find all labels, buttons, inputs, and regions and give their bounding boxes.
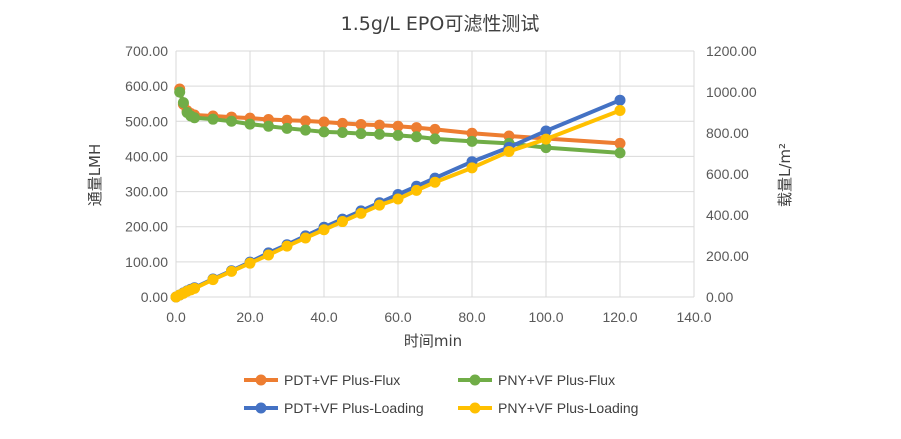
- legend-label: PNY+VF Plus-Loading: [498, 400, 638, 416]
- data-point: [281, 122, 293, 134]
- grid: [175, 50, 695, 298]
- data-point: [207, 274, 219, 286]
- data-point: [244, 118, 256, 130]
- x-tick-label: 40.0: [310, 309, 337, 325]
- data-point: [503, 145, 515, 157]
- data-point: [374, 119, 385, 131]
- data-point: [207, 113, 219, 125]
- y-right-tick-label: 0.00: [706, 289, 733, 305]
- data-point: [614, 147, 626, 159]
- legend: PDT+VF Plus-Flux PNY+VF Plus-Flux PDT+VF P…: [244, 372, 638, 416]
- data-point: [466, 135, 478, 147]
- y-left-tick-label: 400.00: [125, 148, 168, 164]
- data-point: [540, 133, 552, 145]
- legend-item: PDT+VF Plus-Flux: [244, 372, 400, 388]
- data-point: [300, 115, 311, 127]
- data-point: [374, 199, 385, 211]
- y-right-tick-label: 1000.00: [706, 84, 757, 100]
- data-point: [337, 117, 348, 129]
- data-point: [429, 133, 441, 145]
- y-left-tick-label: 200.00: [125, 219, 168, 235]
- x-tick-label: 20.0: [236, 309, 263, 325]
- legend-label: PNY+VF Plus-Flux: [498, 372, 615, 388]
- data-point: [411, 122, 422, 134]
- data-point: [263, 249, 274, 261]
- y-left-tick-label: 100.00: [125, 254, 168, 270]
- x-tick-label: 0.0: [166, 309, 186, 325]
- y-right-axis-label: 载量L/m²: [776, 143, 794, 207]
- y-right-tick-label: 400.00: [706, 207, 749, 223]
- y-right-tick-label: 200.00: [706, 248, 749, 264]
- data-point: [174, 86, 186, 98]
- data-point: [392, 193, 404, 205]
- y-right-tick-label: 800.00: [706, 125, 749, 141]
- data-point: [300, 232, 311, 244]
- data-point: [429, 123, 441, 135]
- data-point: [614, 94, 626, 106]
- legend-item: PNY+VF Plus-Flux: [458, 372, 615, 388]
- data-point: [355, 128, 367, 140]
- data-point: [226, 115, 237, 127]
- data-point: [614, 104, 626, 116]
- data-point: [374, 128, 385, 140]
- y-left-tick-label: 300.00: [125, 184, 168, 200]
- data-point: [318, 224, 330, 236]
- data-point: [411, 184, 422, 196]
- data-point: [318, 126, 330, 138]
- legend-swatch-marker: [469, 374, 481, 386]
- legend-item: PNY+VF Plus-Loading: [458, 400, 638, 416]
- legend-swatch-marker: [469, 402, 481, 414]
- y-left-axis-ticks: 0.00 100.00 200.00 300.00 400.00 500.00 600.00…: [125, 43, 168, 305]
- data-point: [281, 240, 293, 252]
- legend-label: PDT+VF Plus-Flux: [284, 372, 400, 388]
- x-tick-label: 120.0: [602, 309, 637, 325]
- data-point: [226, 265, 237, 277]
- data-point: [392, 129, 404, 141]
- data-point: [466, 127, 478, 139]
- legend-swatch-marker: [255, 402, 267, 414]
- y-right-tick-label: 1200.00: [706, 43, 757, 59]
- data-point: [318, 116, 330, 128]
- series-layer: [170, 83, 626, 303]
- data-point: [540, 125, 552, 137]
- data-point: [244, 257, 256, 269]
- y-left-tick-label: 500.00: [125, 113, 168, 129]
- data-point: [263, 120, 274, 132]
- y-left-axis-label: 通量LMH: [86, 144, 104, 207]
- chart-title: 1.5g/L EPO可滤性测试: [341, 13, 540, 35]
- data-point: [177, 97, 189, 109]
- data-point: [411, 131, 422, 143]
- y-left-tick-label: 0.00: [141, 289, 168, 305]
- y-left-tick-label: 600.00: [125, 78, 168, 94]
- x-axis-label: 时间min: [404, 332, 462, 350]
- legend-swatch-marker: [255, 374, 267, 386]
- y-right-tick-label: 600.00: [706, 166, 749, 182]
- legend-item: PDT+VF Plus-Loading: [244, 400, 424, 416]
- series-pny-vf-plus-loading: [170, 104, 626, 303]
- data-point: [189, 282, 200, 294]
- y-right-axis-ticks: 0.00 200.00 400.00 600.00 800.00 1000.00 1200.…: [706, 43, 757, 305]
- x-axis-ticks: 0.0 20.0 40.0 60.0 80.0 100.0 120.0 140.0: [166, 309, 711, 325]
- x-tick-label: 140.0: [676, 309, 711, 325]
- data-point: [189, 112, 200, 124]
- legend-label: PDT+VF Plus-Loading: [284, 400, 424, 416]
- x-tick-label: 80.0: [458, 309, 485, 325]
- data-point: [355, 207, 367, 219]
- data-point: [300, 124, 311, 136]
- data-point: [392, 120, 404, 132]
- data-point: [466, 162, 478, 174]
- x-tick-label: 100.0: [528, 309, 563, 325]
- data-point: [281, 114, 293, 126]
- x-tick-label: 60.0: [384, 309, 411, 325]
- data-point: [614, 137, 626, 149]
- data-point: [337, 127, 348, 139]
- data-point: [355, 118, 367, 130]
- data-point: [429, 176, 441, 188]
- data-point: [337, 216, 348, 228]
- data-point: [540, 142, 552, 154]
- y-left-tick-label: 700.00: [125, 43, 168, 59]
